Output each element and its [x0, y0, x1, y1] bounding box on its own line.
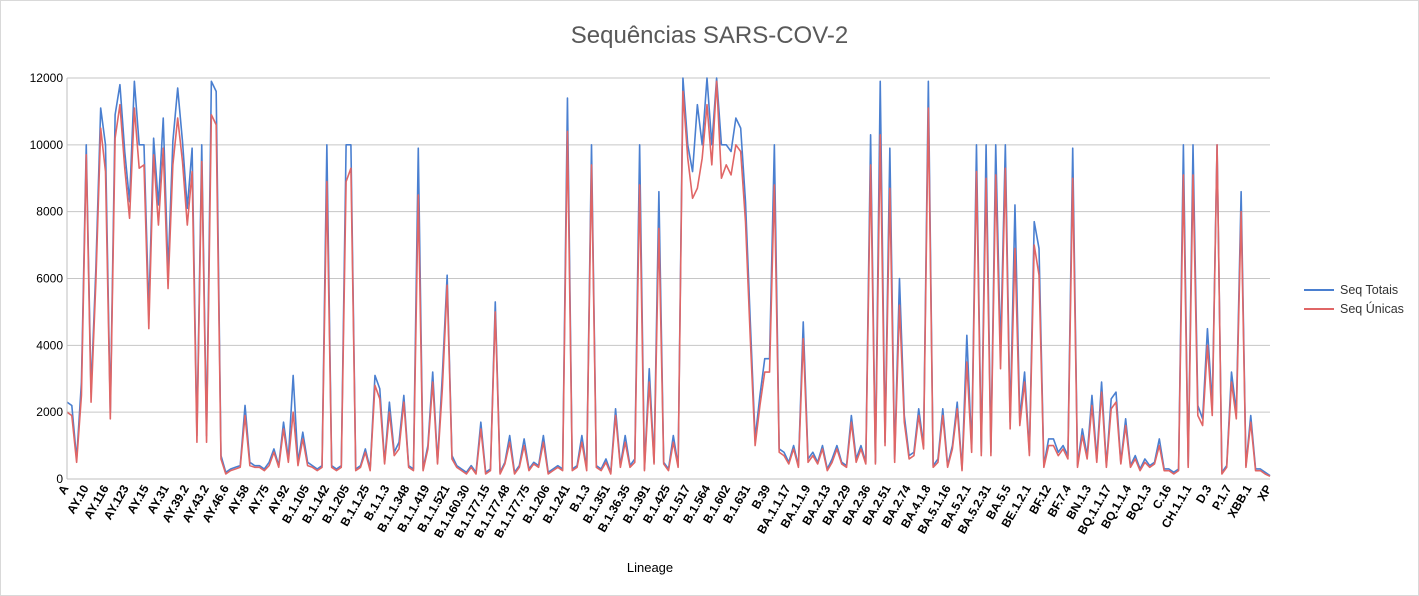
- series-lines: [66, 77, 1271, 478]
- y-tick-label: 0: [56, 472, 63, 486]
- chart-title: Sequências SARS-COV-2: [570, 22, 849, 49]
- series-line-seq-totais: [66, 77, 1271, 477]
- y-tick-label: 2000: [36, 405, 63, 419]
- y-tick-label: 8000: [36, 205, 63, 219]
- x-tick-label: XP: [1254, 483, 1274, 504]
- series-line-seq-unicas: [66, 80, 1271, 478]
- y-tick-labels: 0 2000 4000 6000 8000 10000 12000: [30, 71, 64, 486]
- y-tick-label: 6000: [36, 272, 63, 286]
- legend-swatch-seq-totais: [1304, 288, 1334, 291]
- x-tick-label: A: [55, 482, 72, 497]
- x-tick-labels: AAY.10AY.116AY.123AY.15AY.31AY.39.2AY.43…: [55, 482, 1274, 540]
- legend-label-seq-unicas: Seq Únicas: [1340, 301, 1404, 316]
- y-tick-label: 10000: [30, 138, 64, 152]
- y-tick-label: 12000: [30, 71, 64, 85]
- legend-item-seq-unicas: Seq Únicas: [1304, 299, 1404, 318]
- y-tick-label: 4000: [36, 338, 63, 352]
- axes: [66, 78, 1270, 480]
- legend-label-seq-totais: Seq Totais: [1340, 282, 1399, 297]
- legend-item-seq-totais: Seq Totais: [1304, 280, 1404, 299]
- legend: Seq Totais Seq Únicas: [1304, 280, 1404, 318]
- x-axis-title: Lineage: [626, 560, 674, 575]
- legend-swatch-seq-unicas: [1304, 307, 1334, 310]
